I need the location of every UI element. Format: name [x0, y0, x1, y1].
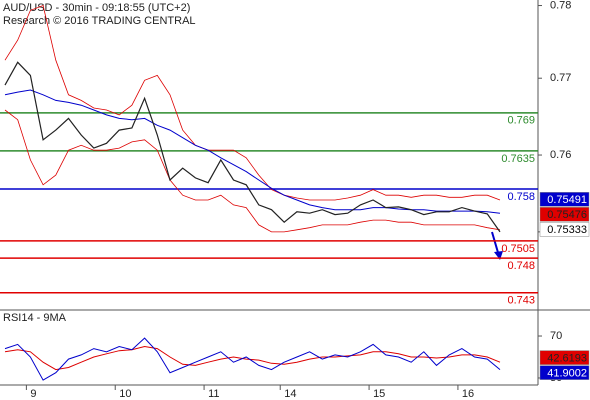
last-value-label: 0.75476: [547, 209, 587, 221]
x-tick-label: 15: [373, 388, 385, 400]
level-label: 0.743: [507, 295, 535, 307]
last-value-badge: [539, 350, 590, 365]
y-tick-label: 0.76: [550, 149, 571, 161]
y-tick-label: 70: [550, 330, 562, 342]
last-value-label: 42.6193: [547, 353, 587, 365]
x-tick-label: 11: [208, 388, 219, 400]
x-tick-label: 14: [284, 388, 296, 400]
level-label: 0.7505: [501, 243, 535, 255]
x-tick-label: 9: [30, 388, 36, 400]
last-value-badge: [539, 222, 590, 237]
last-value-label: 41.9002: [547, 368, 587, 380]
series-line: [4, 89, 501, 214]
x-tick-label: 10: [119, 388, 131, 400]
series-line: [4, 61, 501, 233]
level-label: 0.769: [507, 115, 535, 127]
last-value-badge: [539, 365, 590, 380]
series-line: [4, 337, 501, 381]
series-line: [4, 4, 501, 201]
rsi-title: RSI14 - 9MA: [3, 312, 67, 324]
series-line: [4, 109, 501, 233]
chart-title: AUD/USD - 30min - 09:18:55 (UTC+2): [3, 2, 190, 14]
last-value-label: 0.75491: [547, 194, 587, 206]
x-tick-label: 16: [462, 388, 474, 400]
last-value-badge: [539, 207, 590, 222]
last-value-badge: [539, 192, 590, 207]
chart-subtitle: Research © 2016 TRADING CENTRAL: [3, 15, 196, 27]
level-label: 0.758: [507, 191, 535, 203]
level-label: 0.7635: [501, 153, 535, 165]
level-label: 0.748: [507, 260, 535, 272]
y-tick-label: 0.78: [550, 0, 571, 11]
last-value-label: 0.75333: [547, 224, 587, 236]
y-tick-label: 0.77: [550, 72, 571, 84]
